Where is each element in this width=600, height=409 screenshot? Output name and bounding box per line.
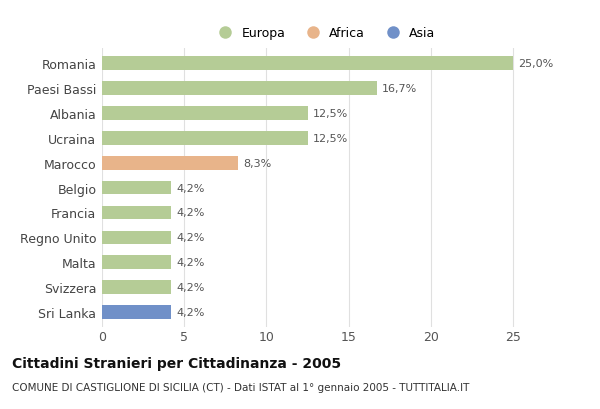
Text: 12,5%: 12,5% <box>313 133 348 144</box>
Text: 4,2%: 4,2% <box>176 208 205 218</box>
Text: 8,3%: 8,3% <box>244 158 272 168</box>
Text: 25,0%: 25,0% <box>518 59 553 69</box>
Text: 4,2%: 4,2% <box>176 183 205 193</box>
Text: 4,2%: 4,2% <box>176 258 205 267</box>
Bar <box>102 231 171 245</box>
Bar <box>102 157 238 170</box>
Text: 4,2%: 4,2% <box>176 307 205 317</box>
Bar <box>102 181 171 195</box>
Text: 4,2%: 4,2% <box>176 283 205 292</box>
Bar <box>102 206 171 220</box>
Text: Cittadini Stranieri per Cittadinanza - 2005: Cittadini Stranieri per Cittadinanza - 2… <box>12 356 341 370</box>
Text: COMUNE DI CASTIGLIONE DI SICILIA (CT) - Dati ISTAT al 1° gennaio 2005 - TUTTITAL: COMUNE DI CASTIGLIONE DI SICILIA (CT) - … <box>12 382 469 392</box>
Text: 12,5%: 12,5% <box>313 109 348 119</box>
Bar <box>102 306 171 319</box>
Bar <box>102 107 308 121</box>
Text: 4,2%: 4,2% <box>176 233 205 243</box>
Bar <box>102 281 171 294</box>
Text: 16,7%: 16,7% <box>382 84 417 94</box>
Bar <box>102 256 171 270</box>
Bar <box>102 57 513 71</box>
Bar <box>102 132 308 145</box>
Legend: Europa, Africa, Asia: Europa, Africa, Asia <box>208 22 440 45</box>
Bar <box>102 82 377 96</box>
